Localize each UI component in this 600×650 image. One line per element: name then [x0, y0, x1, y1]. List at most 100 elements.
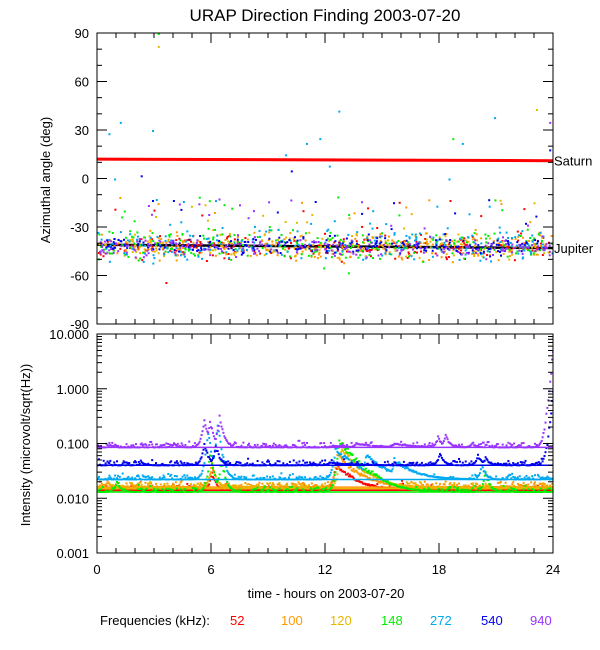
azimuth-point	[333, 220, 336, 223]
intensity-point	[229, 462, 232, 465]
intensity-point	[207, 480, 210, 483]
intensity-point	[464, 460, 467, 463]
intensity-point	[233, 473, 236, 476]
intensity-point	[332, 480, 335, 482]
azimuth-point	[452, 248, 455, 251]
intensity-point	[484, 483, 487, 486]
intensity-point	[135, 461, 137, 464]
intensity-point	[535, 461, 538, 464]
intensity-point	[333, 456, 336, 459]
intensity-point	[194, 445, 197, 448]
azimuth-point	[112, 247, 115, 250]
intensity-point	[175, 487, 178, 490]
azimuth-point	[457, 240, 460, 243]
intensity-point	[408, 482, 411, 485]
intensity-point	[295, 484, 298, 487]
azimuth-point	[181, 244, 184, 247]
intensity-point	[370, 458, 373, 461]
azimuth-point	[283, 238, 286, 241]
azimuth-point	[525, 246, 528, 249]
intensity-point	[518, 475, 521, 478]
azimuth-point	[132, 240, 135, 243]
azimuth-point	[522, 248, 525, 251]
azimuth-point	[277, 229, 280, 231]
azimuth-point	[133, 246, 135, 249]
azimuth-point	[261, 247, 264, 250]
azimuth-point	[539, 249, 542, 252]
intensity-point	[345, 456, 348, 459]
intensity-point	[394, 461, 397, 464]
azimuth-point	[214, 248, 217, 251]
azimuth-point	[139, 257, 142, 260]
intensity-point	[467, 484, 470, 487]
azimuth-point	[426, 243, 429, 246]
intensity-point	[349, 463, 352, 466]
azimuth-point	[151, 213, 153, 216]
intensity-point	[364, 456, 367, 459]
intensity-point	[314, 476, 317, 478]
intensity-point	[302, 488, 305, 491]
intensity-point	[512, 489, 515, 492]
intensity-point	[267, 459, 270, 462]
intensity-point	[97, 486, 99, 489]
azimuth-point	[449, 200, 452, 202]
azimuth-point	[316, 250, 319, 253]
intensity-point	[537, 461, 540, 464]
intensity-point	[216, 485, 219, 487]
intensity-point	[214, 479, 217, 482]
azimuth-point	[415, 236, 418, 239]
bottom-y-tick-label: 0.100	[56, 437, 89, 452]
intensity-point	[439, 482, 441, 485]
intensity-point	[368, 444, 371, 447]
intensity-point	[193, 483, 195, 486]
intensity-point	[331, 484, 334, 486]
azimuth-point	[510, 245, 513, 248]
azimuth-point	[228, 256, 231, 259]
azimuth-point	[444, 235, 447, 238]
azimuth-point	[398, 253, 401, 256]
intensity-point	[476, 490, 479, 493]
azimuth-point	[461, 236, 464, 239]
azimuth-point	[116, 252, 119, 255]
azimuth-point	[199, 235, 202, 237]
intensity-point	[184, 488, 187, 491]
intensity-point	[155, 482, 157, 485]
azimuth-point	[178, 237, 181, 240]
intensity-point	[496, 488, 498, 491]
azimuth-point	[492, 241, 495, 244]
intensity-point	[545, 476, 548, 479]
azimuth-point	[270, 245, 273, 248]
azimuth-point	[97, 252, 100, 254]
azimuth-point	[150, 244, 153, 247]
intensity-point	[194, 461, 197, 464]
azimuth-point	[228, 244, 231, 247]
azimuth-point	[132, 248, 135, 251]
azimuth-point	[183, 253, 186, 256]
azimuth-point	[158, 248, 161, 251]
intensity-point	[422, 487, 425, 490]
azimuth-point	[313, 241, 316, 244]
intensity-point	[355, 469, 358, 472]
azimuth-point	[468, 244, 471, 247]
azimuth-point	[511, 251, 514, 254]
intensity-point	[145, 486, 148, 488]
intensity-point	[502, 484, 505, 487]
intensity-point	[541, 482, 544, 485]
azimuth-point	[278, 236, 281, 239]
intensity-point	[253, 444, 256, 446]
azimuth-point	[369, 255, 372, 258]
x-tick-label: 0	[93, 562, 100, 577]
azimuth-point	[109, 252, 112, 255]
intensity-point	[467, 486, 470, 489]
azimuth-point	[156, 235, 159, 238]
azimuth-point	[294, 236, 296, 239]
azimuth-point	[258, 229, 261, 232]
azimuth-point	[189, 246, 192, 249]
intensity-point	[324, 482, 327, 485]
intensity-point	[344, 452, 346, 455]
azimuth-point	[551, 252, 553, 255]
intensity-point	[321, 488, 324, 491]
intensity-point	[254, 488, 257, 491]
azimuth-point	[268, 231, 271, 234]
azimuth-point	[168, 241, 171, 244]
